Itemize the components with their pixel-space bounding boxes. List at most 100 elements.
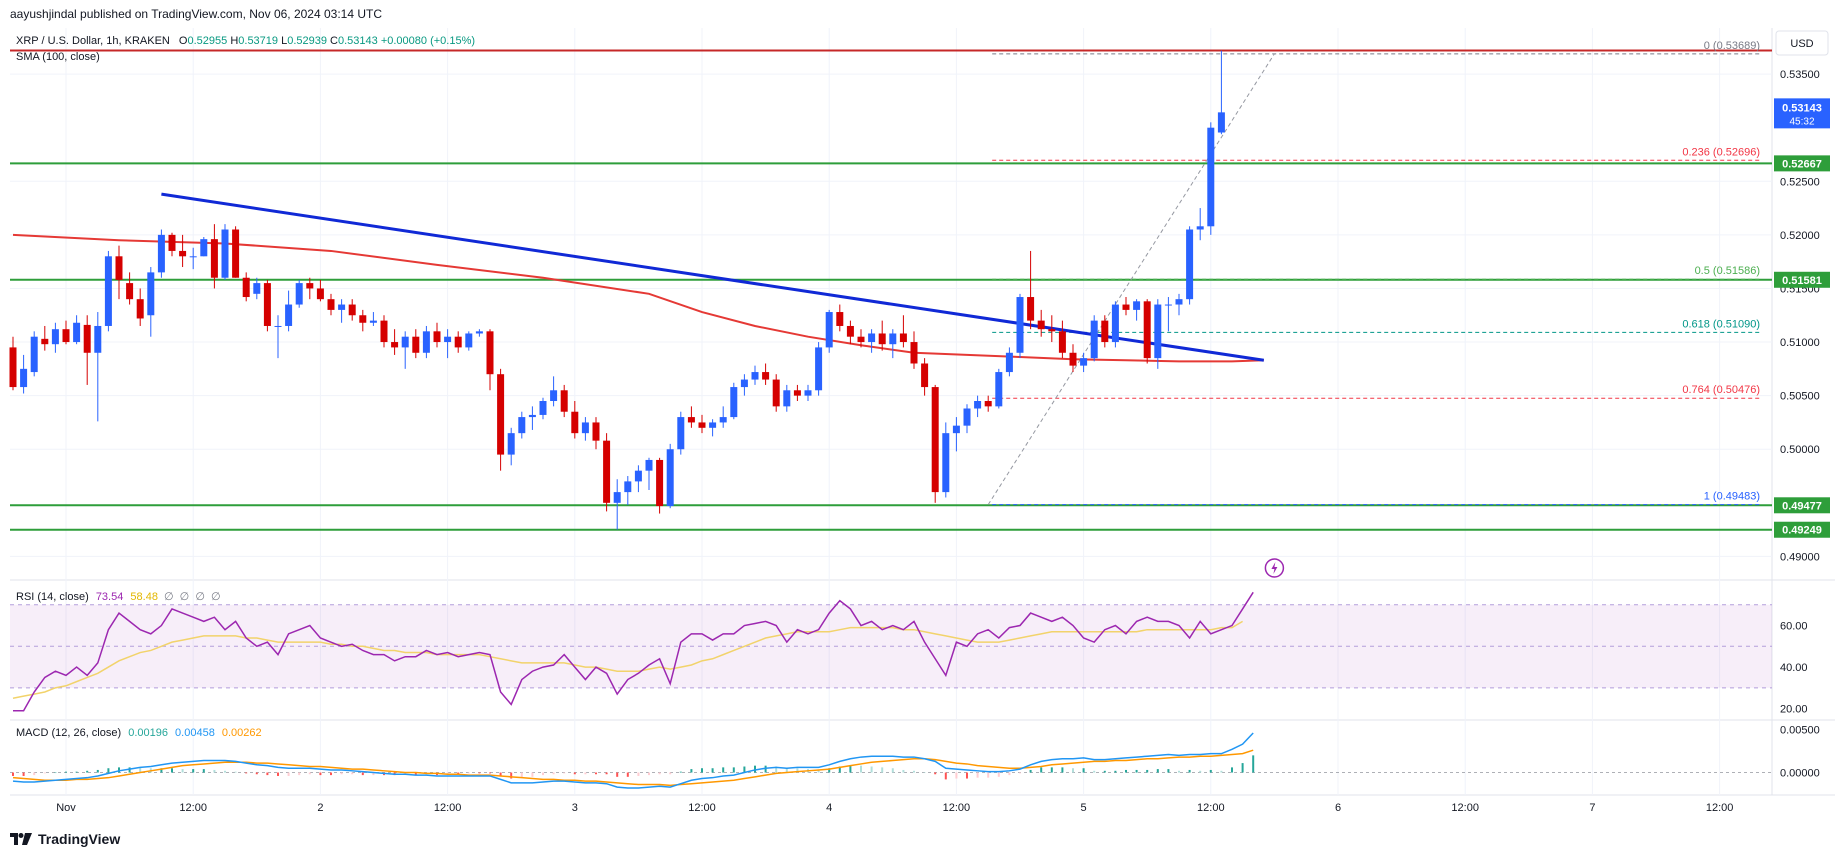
macd-histogram-bar (913, 770, 915, 773)
macd-histogram-bar (849, 765, 852, 773)
macd-histogram-bar (711, 768, 714, 773)
macd-histogram-bar (308, 772, 311, 775)
macd-legend-label: MACD (12, 26, close) (16, 727, 122, 739)
candle-body (475, 331, 483, 334)
macd-histogram-bar (404, 772, 407, 775)
macd-histogram-bar (1114, 770, 1117, 773)
ohlc-close-label: C (330, 35, 338, 47)
macd-histogram-bar (1156, 769, 1159, 773)
macd-histogram-bar (319, 772, 322, 776)
ohlc-high-value: 0.53719 (238, 35, 279, 47)
macd-histogram-bar (1241, 763, 1244, 773)
macd-histogram-bar (1050, 767, 1053, 773)
macd-histogram-bar (1040, 767, 1043, 773)
fib-label-0.236: 0.236 (0.52696) (1682, 146, 1760, 158)
candle-body (1207, 127, 1215, 227)
fib-label-1: 1 (0.49483) (1704, 491, 1760, 503)
sma-legend[interactable]: SMA (100, close) (16, 51, 100, 63)
macd-histogram-bar (997, 772, 1000, 777)
macd-histogram-bar (33, 772, 36, 776)
candle-body (359, 315, 367, 323)
rsi-extra-4: ∅ (210, 591, 221, 603)
candle-body (30, 336, 38, 373)
macd-histogram-bar (1178, 770, 1180, 773)
candle-body (1217, 112, 1225, 133)
ohlc-low-label: L (281, 35, 288, 47)
candle-body (656, 459, 664, 507)
macd-histogram-bar (648, 772, 650, 776)
macd-legend[interactable]: MACD (12, 26, close) 0.00196 0.00458 0.0… (16, 727, 262, 739)
support-price-tag (1774, 271, 1830, 288)
candle-body (1175, 299, 1183, 305)
time-tick-label: 2 (317, 802, 323, 814)
candle-body (433, 331, 441, 343)
candle-body (232, 229, 240, 278)
candle-body (147, 272, 155, 316)
currency-button-label: USD (1790, 38, 1813, 50)
macd-histogram-bar (277, 772, 279, 776)
fib-label-0: 0 (0.53689) (1704, 40, 1760, 52)
candle-body (1101, 320, 1109, 343)
macd-tick-label: 0.00000 (1780, 768, 1820, 780)
macd-histogram-bar (1029, 769, 1032, 773)
macd-tick-label: 0.00500 (1780, 725, 1820, 737)
candle-body (126, 283, 134, 300)
candle-body (677, 417, 685, 450)
macd-histogram-bar (255, 772, 258, 775)
candle-body (242, 277, 250, 298)
rsi-value: 73.54 (95, 591, 124, 603)
fib-label-0.618: 0.618 (0.51090) (1682, 318, 1760, 330)
macd-histogram-bar (1209, 769, 1212, 773)
macd-histogram-bar (563, 772, 566, 774)
rsi-extra-2: ∅ (179, 591, 190, 603)
macd-histogram-bar (584, 772, 587, 775)
rsi-tick-label: 40.00 (1780, 662, 1808, 674)
macd-histogram-bar (139, 767, 142, 773)
support-price-tag (1774, 521, 1830, 538)
macd-histogram-bar (160, 768, 163, 773)
bar-countdown: 45:32 (1789, 116, 1814, 127)
macd-histogram-bar (245, 772, 248, 774)
macd-histogram-bar (489, 772, 491, 774)
macd-histogram-bar (1008, 772, 1011, 776)
support-price-tag-label: 0.52667 (1782, 158, 1822, 170)
candle-body (1027, 297, 1035, 321)
currency-button[interactable] (1775, 30, 1829, 56)
macd-histogram-bar (1125, 769, 1127, 773)
candle-body (889, 333, 897, 345)
rsi-extra-3: ∅ (195, 591, 205, 603)
macd-histogram-bar (1252, 755, 1255, 773)
macd-histogram-bar (86, 770, 89, 773)
tradingview-brand[interactable]: TradingView (10, 831, 120, 847)
candle-body (41, 338, 49, 345)
rsi-tick-label: 20.00 (1780, 704, 1808, 716)
candle-body (730, 387, 738, 418)
candle-body (974, 401, 982, 409)
macd-histogram-bar (22, 772, 25, 776)
tradingview-logo-icon (10, 833, 32, 845)
candle-body (560, 390, 568, 412)
candle-body (762, 372, 770, 380)
price-tick-label: 0.50000 (1780, 444, 1820, 456)
macd-histogram-bar (1220, 770, 1223, 773)
macd-histogram-bar (351, 772, 354, 775)
macd-histogram-bar (690, 769, 693, 773)
sma-legend-label: SMA (100, close) (16, 51, 100, 63)
rsi-extra-1: ∅ (164, 591, 174, 603)
time-tick-label: 3 (572, 802, 578, 814)
macd-histogram-bar (298, 772, 301, 776)
rsi-legend[interactable]: RSI (14, close) 73.54 58.48 ∅ ∅ ∅ ∅ (16, 590, 221, 603)
time-tick-label: 12:00 (943, 802, 971, 814)
macd-histogram-bar (330, 772, 332, 776)
macd-histogram-bar (361, 772, 364, 776)
macd-histogram-bar (520, 772, 523, 778)
macd-histogram-bar (171, 768, 173, 773)
macd-histogram-bar (96, 769, 99, 773)
candle-body (83, 324, 91, 353)
candle-body (210, 239, 218, 278)
macd-histogram-value: 0.00196 (128, 727, 168, 739)
candle-body (984, 401, 992, 407)
candle-body (348, 304, 356, 316)
candle-body (592, 422, 600, 441)
